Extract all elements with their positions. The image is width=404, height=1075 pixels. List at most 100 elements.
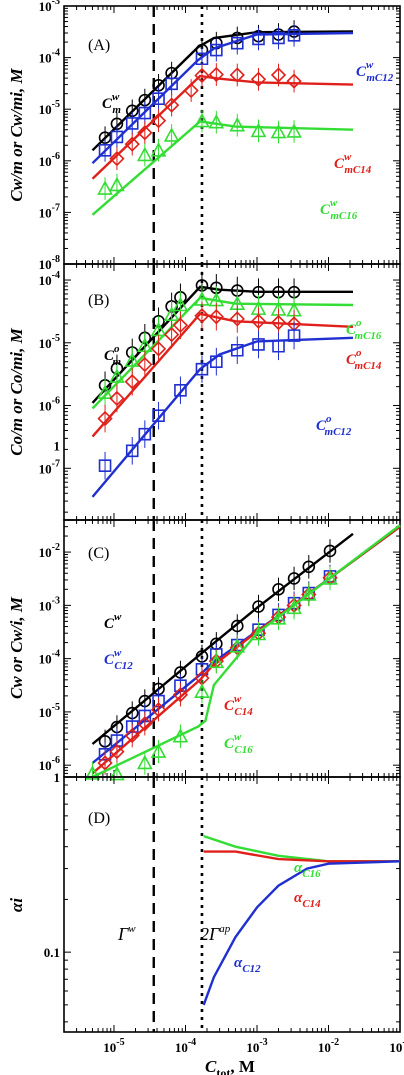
data-point — [252, 600, 265, 613]
y-tick-label: 10-8 — [39, 254, 60, 272]
series-label: Cw C12 — [104, 647, 133, 672]
data-point — [150, 113, 167, 129]
y-axis-title: Cw/m or Cw/mi, M — [7, 68, 26, 202]
data-point — [109, 765, 125, 781]
data-point — [109, 390, 125, 407]
data-point — [125, 117, 139, 130]
y-axis-title: Co/m or Co/mi, M — [7, 327, 26, 455]
data-point — [125, 444, 139, 458]
data-point — [137, 356, 153, 373]
data-point — [124, 374, 140, 390]
series-label: αC12 — [234, 955, 261, 975]
panel-c: 1 10-6 10-5 10-4 10-3 10-2 (C) Cw Cw C12 Cw C14 Cw C1… — [7, 439, 401, 781]
y-tick-label: 10-4 — [39, 48, 60, 66]
panel-a: 10-8 10-7 10-6 10-5 10-4 10-3 (A) Cw m Cw mC12 Cw mC… — [7, 0, 401, 272]
data-point — [194, 67, 210, 84]
data-point — [302, 560, 316, 574]
data-point — [208, 309, 224, 325]
data-point — [322, 570, 338, 585]
data-point — [172, 687, 189, 703]
panel-label: (B) — [88, 292, 109, 309]
data-point — [194, 683, 210, 698]
data-point — [270, 314, 287, 331]
data-point — [229, 638, 246, 653]
data-point — [163, 127, 180, 142]
data-point — [194, 112, 210, 128]
data-point — [172, 728, 189, 743]
data-point — [286, 599, 302, 615]
fit-line-3 — [91, 524, 401, 779]
data-point — [208, 114, 225, 129]
data-point — [287, 572, 301, 585]
data-point — [210, 355, 223, 368]
data-point — [163, 97, 180, 113]
data-point — [109, 176, 125, 192]
fit-line-2 — [202, 860, 401, 1006]
data-point — [250, 122, 267, 138]
series-label: Co m — [104, 343, 122, 368]
y-tick-label: 10-2 — [39, 542, 60, 560]
y-tick-label: 10-6 — [39, 151, 60, 169]
data-point — [124, 136, 140, 152]
data-point — [174, 383, 187, 397]
data-point — [230, 619, 244, 633]
data-point — [270, 123, 287, 139]
y-tick-label: 10-3 — [39, 0, 60, 14]
data-point — [98, 459, 112, 472]
data-point — [172, 296, 189, 312]
series-label: Cw mC14 — [334, 151, 372, 176]
data-point — [97, 755, 113, 771]
data-point — [250, 313, 267, 329]
data-point — [125, 720, 139, 733]
reference-annotation: Γw — [117, 923, 136, 944]
data-point — [286, 73, 302, 89]
data-point — [270, 610, 287, 625]
data-point — [152, 92, 165, 105]
data-point — [138, 427, 152, 441]
data-point — [163, 306, 180, 322]
fit-line-3 — [91, 120, 354, 216]
series-label: αC16 — [294, 860, 321, 880]
data-point — [300, 586, 317, 601]
series-label: Co mC16 — [346, 317, 382, 342]
series-label: Cw C14 — [224, 693, 253, 718]
data-point — [152, 409, 165, 422]
data-point — [150, 702, 167, 718]
data-point — [138, 709, 152, 723]
data-point — [136, 754, 153, 770]
y-tick-label: 10-6 — [39, 755, 60, 773]
y-tick-label: 10-5 — [39, 702, 60, 720]
data-point — [97, 410, 113, 427]
series-label: Cw C16 — [224, 731, 253, 756]
data-point — [150, 743, 167, 758]
data-point — [287, 329, 301, 342]
fit-line-0 — [203, 834, 400, 863]
data-point — [98, 748, 112, 761]
data-point — [286, 123, 302, 138]
y-tick-label: 10-7 — [39, 202, 60, 220]
data-point — [150, 142, 167, 157]
fit-line-1 — [91, 31, 354, 165]
data-point — [152, 694, 165, 708]
data-point — [97, 384, 113, 400]
data-point — [208, 653, 225, 669]
panel-b: 10-7 10-6 10-5 10-4 (B) Co m Co mC16 Co mC14 Co mC12… — [7, 263, 401, 521]
y-axis-title: Cw or Cw/i, M — [7, 596, 26, 699]
data-point — [229, 117, 246, 132]
x-tick-label: 10-4 — [175, 1037, 196, 1055]
series-label: Cw — [104, 611, 122, 632]
data-point — [150, 341, 167, 357]
data-point — [250, 625, 267, 641]
series-label: Cw m — [102, 91, 121, 116]
data-point — [109, 368, 125, 383]
plot-frame — [63, 776, 401, 1033]
data-point — [287, 29, 301, 42]
y-tick-label: 10-4 — [39, 649, 60, 667]
data-point — [165, 77, 178, 91]
panel-label: (C) — [88, 545, 109, 562]
data-point — [98, 143, 112, 157]
x-tick-label: 10-5 — [103, 1037, 124, 1055]
data-point — [270, 67, 287, 83]
series-label: Co mC12 — [316, 413, 352, 438]
